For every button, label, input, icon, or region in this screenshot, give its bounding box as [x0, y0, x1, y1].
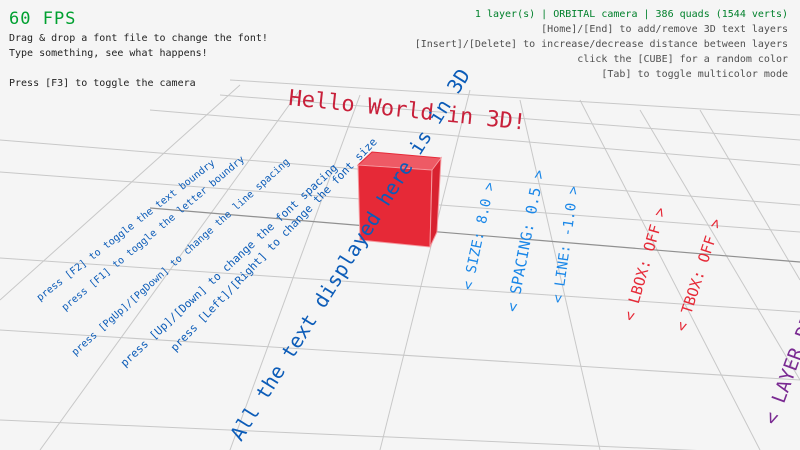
- fps-counter: 60 FPS: [9, 9, 77, 29]
- help-text-camera: Press [F3] to toggle the camera: [9, 78, 196, 89]
- cube[interactable]: [356, 151, 442, 248]
- keys-layers: [Home]/[End] to add/remove 3D text layer…: [541, 24, 788, 35]
- status-text: 1 layer(s) | ORBITAL camera | 386 quads …: [474, 9, 788, 20]
- keys-multicolor: [Tab] to toggle multicolor mode: [601, 69, 788, 80]
- keys-cube: click the [CUBE] for a random color: [577, 54, 788, 65]
- help-text-drop: Drag & drop a font file to change the fo…: [9, 33, 268, 44]
- keys-distance: [Insert]/[Delete] to increase/decrease d…: [414, 39, 788, 50]
- help-text-type: Type something, see what happens!: [9, 48, 208, 59]
